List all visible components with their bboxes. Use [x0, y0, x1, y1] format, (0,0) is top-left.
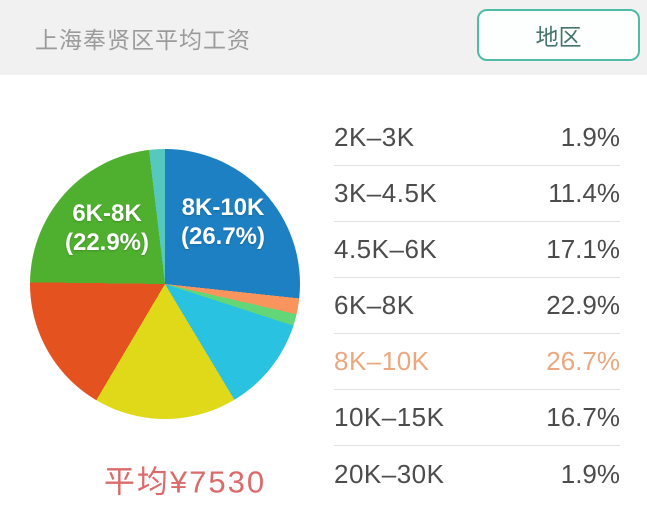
- salary-range-label: 6K–8K: [334, 290, 415, 320]
- salary-range-label: 2K–3K: [334, 122, 415, 152]
- salary-range-label: 10K–15K: [334, 402, 445, 432]
- pie-chart: 6K-8K (22.9%) 8K-10K (26.7%): [30, 149, 300, 419]
- salary-table-row[interactable]: 6K–8K 22.9%: [334, 278, 620, 334]
- salary-table-row[interactable]: 10K–15K 16.7%: [334, 390, 620, 446]
- salary-percent-value: 1.9%: [560, 122, 620, 152]
- salary-range-label: 8K–10K: [334, 346, 430, 376]
- salary-table-row[interactable]: 8K–10K 26.7%: [334, 334, 620, 390]
- salary-table-row[interactable]: 4.5K–6K 17.1%: [334, 222, 620, 278]
- region-button[interactable]: 地区: [477, 9, 640, 61]
- salary-percent-value: 1.9%: [560, 458, 620, 489]
- salary-table-row[interactable]: 2K–3K 1.9%: [334, 110, 620, 166]
- pie-chart-circle[interactable]: [30, 149, 300, 419]
- page-title: 上海奉贤区平均工资: [35, 26, 251, 53]
- salary-percent-value: 17.1%: [546, 234, 620, 264]
- average-salary-annotation: 平均¥7530: [103, 464, 267, 500]
- salary-percent-value: 22.9%: [546, 290, 620, 320]
- salary-percent-value: 11.4%: [548, 178, 620, 208]
- salary-range-label: 3K–4.5K: [334, 178, 438, 208]
- salary-range-label: 4.5K–6K: [334, 234, 438, 264]
- header-bar: 上海奉贤区平均工资 地区: [0, 0, 647, 75]
- salary-table-row[interactable]: 20K–30K 1.9%: [334, 446, 620, 502]
- salary-table: 2K–3K 1.9% 3K–4.5K 11.4% 4.5K–6K 17.1% 6…: [334, 110, 620, 502]
- region-button-label: 地区: [535, 24, 582, 50]
- salary-range-label: 20K–30K: [334, 458, 445, 489]
- salary-percent-value: 16.7%: [546, 402, 620, 432]
- salary-table-row[interactable]: 3K–4.5K 11.4%: [334, 166, 620, 222]
- salary-percent-value: 26.7%: [546, 346, 620, 376]
